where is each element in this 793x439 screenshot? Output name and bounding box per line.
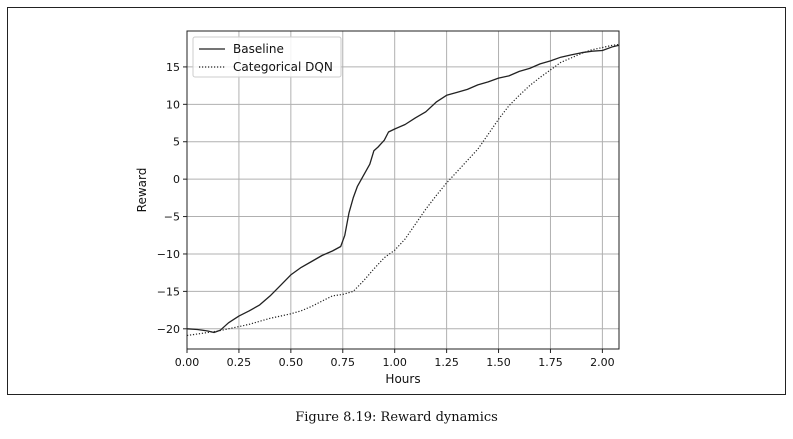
series-layer — [186, 43, 620, 337]
x-axis-label: Hours — [385, 372, 420, 386]
legend: Baseline Categorical DQN — [192, 36, 342, 78]
legend-entry-categorical-dqn: Categorical DQN — [233, 60, 333, 74]
x-tick-label: 1.50 — [486, 356, 511, 369]
legend-entry-baseline: Baseline — [233, 42, 284, 56]
series-line-categorical-dqn — [186, 43, 620, 337]
x-tick-label: 0.00 — [175, 356, 200, 369]
y-tick-label: −15 — [157, 285, 180, 298]
series-line-baseline — [186, 44, 620, 334]
y-tick-label: −5 — [164, 211, 180, 224]
y-tick-label: 5 — [173, 136, 180, 149]
reward-line-chart: 0.00 0.25 0.50 0.75 1.00 1.25 1.50 1.75 2.00 15 10… — [135, 30, 620, 386]
y-tick-label: −20 — [157, 323, 180, 336]
plot-area-border — [186, 30, 620, 350]
x-tick-label: 0.75 — [331, 356, 356, 369]
y-tick-label: 15 — [166, 61, 180, 74]
x-tick-label: 1.75 — [538, 356, 563, 369]
legend-box — [192, 36, 342, 78]
grid-layer — [186, 31, 619, 349]
figure-caption: Figure 8.19: Reward dynamics — [295, 410, 498, 425]
y-axis-label: Reward — [135, 168, 149, 213]
figure-frame: 0.00 0.25 0.50 0.75 1.00 1.25 1.50 1.75 2.00 15 10… — [7, 7, 786, 395]
y-tick-label: 0 — [173, 173, 180, 186]
x-tick-label: 0.50 — [279, 356, 304, 369]
tick-layer: 0.00 0.25 0.50 0.75 1.00 1.25 1.50 1.75 2.00 15 10… — [157, 61, 615, 369]
x-tick-label: 2.00 — [590, 356, 615, 369]
x-tick-label: 0.25 — [227, 356, 252, 369]
y-tick-label: −10 — [157, 248, 180, 261]
x-tick-label: 1.25 — [434, 356, 459, 369]
y-tick-label: 10 — [166, 98, 180, 111]
x-tick-label: 1.00 — [382, 356, 407, 369]
